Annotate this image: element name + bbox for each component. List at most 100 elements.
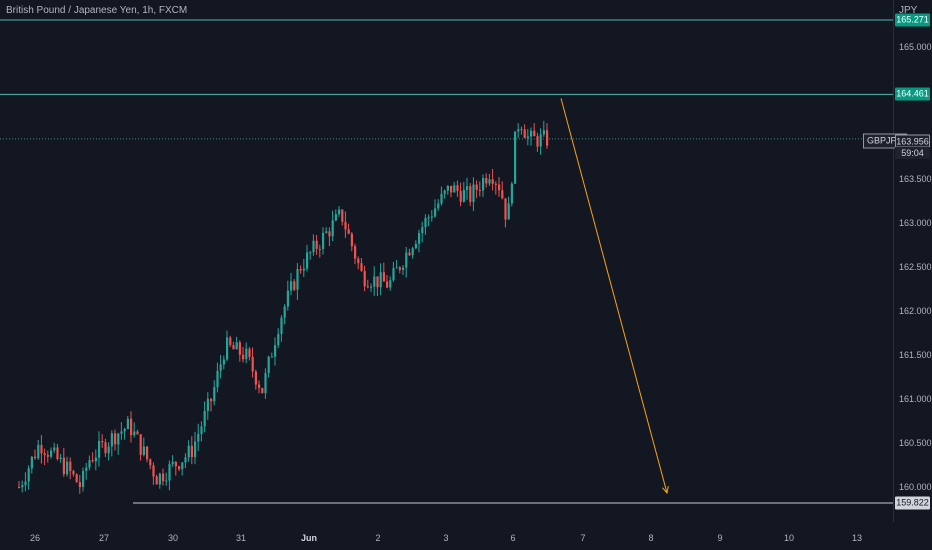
projection-arrow-line [560,98,668,494]
candle-body [459,191,462,202]
candle-body [526,136,529,138]
candle-body [270,356,273,358]
candle-body [197,433,200,442]
candle-body [40,445,43,454]
candle-body [142,446,145,455]
candle-body [213,387,216,402]
current-price-badge: 163.956 [895,134,930,148]
candle-body [475,184,478,190]
support-level-badge: 159.822 [895,496,930,510]
candle-body [405,252,408,268]
candle-body [504,198,507,220]
candle-body [181,462,184,470]
candle-body [21,485,24,488]
candle-body [411,248,414,256]
candle-body [373,276,376,287]
candle-body [539,134,542,147]
candle-body [546,130,549,146]
candle-body [158,473,161,485]
candle-body [443,190,446,194]
candle-body [280,317,283,334]
price-tick: 163.000 [899,218,932,228]
time-tick: 31 [235,533,247,543]
candle-body [184,457,187,463]
candle-body [171,461,174,464]
candle-body [110,433,113,447]
candle-body [261,387,264,394]
candle-body [382,272,385,282]
price-tick: 161.500 [899,350,932,360]
price-tick: 162.500 [899,262,932,272]
candle-body [530,130,533,137]
candle-body [229,337,232,346]
candle-body [322,232,325,249]
candle-body [101,441,104,443]
candle-body [264,373,267,394]
candle-body [315,240,318,249]
candle-body [350,233,353,247]
candle-body [165,480,168,482]
candle-body [328,231,331,237]
candle-body [94,457,97,462]
candle-body [43,453,46,456]
candle-body [421,227,424,233]
candle-body [72,471,75,475]
top-level-badge: 165.271 [895,13,930,27]
candle-body [139,434,142,455]
time-tick: 8 [648,533,654,543]
candle-body [498,184,501,191]
candle-body [395,267,398,269]
candle-body [520,129,523,131]
candle-body [248,348,251,357]
candle-body [286,290,289,307]
candle-body [331,220,334,237]
candle-body [232,345,235,350]
candle-body [146,446,149,460]
time-tick: 13 [851,533,863,543]
candle-body [523,129,526,138]
price-tick: 160.000 [899,482,932,492]
candle-body [430,216,433,218]
candle-body [75,474,78,483]
candle-body [466,186,469,190]
candle-body [379,272,382,288]
time-tick: 27 [98,533,110,543]
candle-body [354,246,357,259]
time-tick: 30 [167,533,179,543]
time-tick: 26 [29,533,41,543]
candle-body [117,433,120,445]
candle-body [507,203,510,220]
candle-body [98,441,101,458]
candle-body [162,473,165,482]
price-tick: 160.500 [899,438,932,448]
candle-body [18,487,21,488]
candle-body [440,193,443,204]
candle-body [194,441,197,458]
candle-body [187,445,190,458]
candle-body [414,243,417,249]
price-tick: 165.000 [899,42,932,52]
candle-body [203,411,206,427]
candle-body [30,456,33,469]
candle-body [168,463,171,481]
candle-body [299,269,302,271]
candle-body [24,481,27,486]
candle-body [78,482,81,488]
candle-body [46,455,49,457]
candle-body [66,461,69,475]
candle-body [149,459,152,466]
candle-body [418,232,421,244]
candle-body [174,461,177,467]
candle-body [226,337,229,360]
price-tick: 161.000 [899,394,932,404]
time-tick-month: Jun [300,533,318,543]
candle-body [389,280,392,288]
candle-body [517,129,520,132]
price-tick: 162.000 [899,306,932,316]
candle-body [290,281,293,291]
candle-body [50,450,53,457]
candle-body [37,445,40,459]
candle-body [424,218,427,228]
